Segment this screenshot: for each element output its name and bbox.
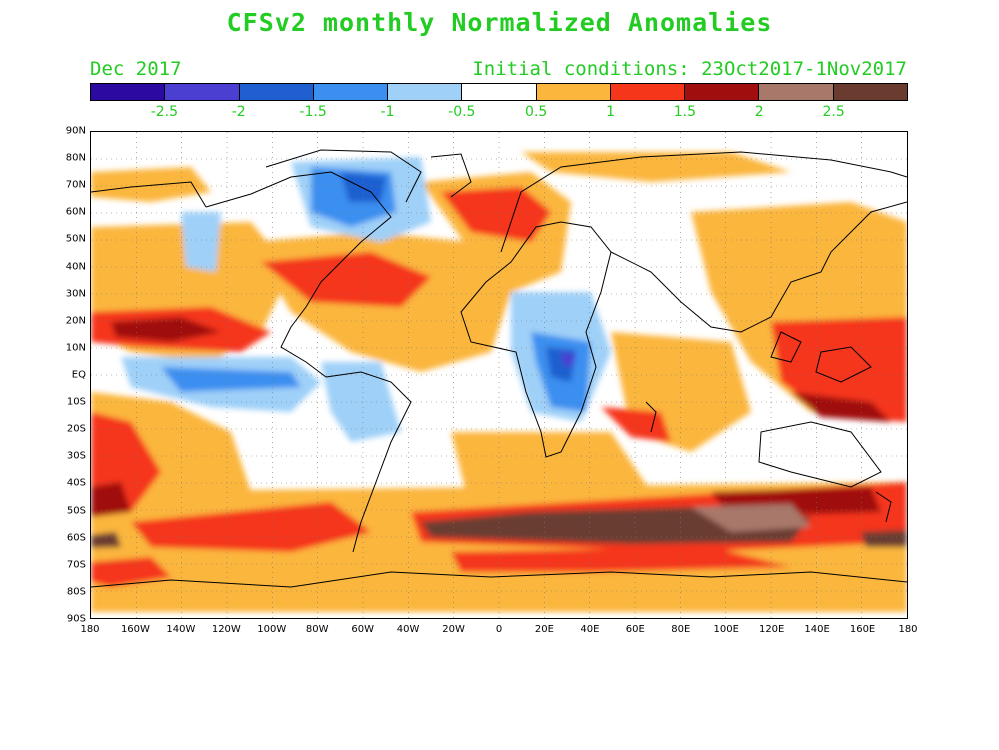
valid-month-label: Dec 2017 [90, 58, 182, 80]
longitude-tick-label: 40W [396, 624, 420, 635]
coastline [645, 401, 657, 433]
longitude-tick-label: 0 [495, 624, 503, 635]
legend-swatch [91, 84, 166, 100]
legend-tick-label: 1.5 [673, 104, 697, 120]
anomaly-region [161, 367, 301, 392]
coastline [91, 571, 907, 588]
longitude-tick-label: 180 [898, 624, 918, 635]
latitude-tick-label: 10N [65, 342, 86, 354]
anomaly-region [131, 502, 371, 552]
anomaly-region [451, 547, 791, 572]
longitude-tick-label: 160E [849, 624, 876, 635]
longitude-tick-label: 100W [257, 624, 287, 635]
map-title: CFSv2 monthly Normalized Anomalies [226, 8, 773, 37]
latitude-tick-label: 70N [65, 179, 86, 191]
latitude-tick-label: 50N [65, 233, 86, 245]
anomaly-region [341, 172, 386, 202]
longitude-tick-label: 120W [211, 624, 241, 635]
anomaly-region [791, 392, 891, 422]
anomaly-region [691, 504, 811, 532]
legend-tick-label: -0.5 [448, 104, 476, 120]
legend-tick-label: -2 [231, 104, 246, 120]
legend-tick-label: 1 [606, 104, 615, 120]
latitude-tick-label: 90N [65, 125, 86, 137]
legend-swatch [239, 84, 314, 100]
latitude-tick-label: 30S [66, 450, 86, 462]
anomaly-region [601, 407, 671, 442]
coastline [205, 171, 392, 378]
legend-swatch [165, 84, 240, 100]
latitude-tick-label: 60S [66, 532, 86, 544]
legend-tick-label: -2.5 [150, 104, 179, 120]
longitude-tick-label: 120E [758, 624, 785, 635]
legend-swatch [536, 84, 611, 100]
legend-tick-label: 2 [754, 104, 764, 120]
legend-tick-label: -1 [380, 104, 395, 120]
latitude-tick-label: 40S [66, 477, 86, 489]
latitude-tick-label: 70S [66, 559, 86, 571]
longitude-tick-label: 60E [625, 624, 645, 635]
latitude-tick-label: 20N [65, 315, 86, 327]
anomaly-region [521, 152, 791, 182]
longitude-tick-label: 80W [305, 624, 329, 635]
anomaly-map [90, 131, 908, 619]
coastline [815, 346, 872, 383]
longitude-tick-label: 80E [671, 624, 691, 635]
anomaly-region [181, 212, 221, 272]
legend-tick-label: -1.5 [299, 104, 327, 120]
anomaly-region [91, 167, 211, 202]
lat-lon-grid [91, 132, 907, 618]
legend-swatch [610, 84, 686, 100]
coastline [460, 221, 612, 458]
latitude-tick-label: 50S [66, 505, 86, 517]
latitude-tick-label: 80S [66, 586, 86, 598]
anomaly-region [561, 352, 576, 367]
latitude-tick-label: 10S [66, 396, 86, 408]
latitude-tick-label: 60N [65, 206, 86, 218]
anomaly-region [261, 252, 431, 307]
legend-swatch [759, 84, 834, 100]
latitude-tick-label: 90S [66, 613, 86, 625]
latitude-tick-label: 30N [65, 288, 86, 300]
longitude-tick-label: 100E [713, 624, 739, 635]
anomaly-region [91, 557, 171, 587]
coastline [500, 151, 907, 253]
longitude-tick-label: 40E [580, 624, 600, 635]
longitude-tick-label: 60W [351, 624, 374, 635]
legend-tick-label: 2.5 [822, 104, 845, 120]
anomaly-region [441, 187, 551, 242]
coastline [875, 491, 892, 523]
anomaly-region [111, 317, 221, 342]
coastlines [91, 149, 907, 588]
legend-swatch [462, 84, 537, 100]
longitude-tick-label: 20E [534, 624, 554, 635]
longitude-tick-label: 20W [442, 624, 465, 635]
latitude-tick-label: 20S [66, 423, 86, 435]
anomaly-region [91, 482, 131, 517]
anomaly-region [861, 530, 907, 547]
coastline [610, 201, 907, 333]
legend-swatch [313, 84, 389, 100]
coastline [325, 371, 412, 553]
longitude-tick-label: 180 [80, 624, 100, 635]
legend-swatch [388, 84, 463, 100]
longitude-tick-label: 160W [120, 624, 150, 635]
coastline [758, 421, 882, 488]
legend-tick-label: 0.5 [525, 104, 548, 120]
coastline [770, 331, 802, 363]
legend-swatch [685, 84, 760, 100]
latitude-tick-label: 80N [65, 152, 86, 164]
longitude-tick-label: 140E [804, 624, 830, 635]
longitude-tick-label: 140W [166, 624, 196, 635]
coastline [430, 153, 472, 198]
anomaly-region [91, 532, 121, 548]
color-legend-bar [90, 83, 908, 101]
latitude-tick-label: EQ [71, 369, 86, 381]
coastline [91, 181, 207, 208]
coastline [265, 149, 422, 203]
initial-conditions-label: Initial conditions: 23Oct2017-1Nov2017 [472, 58, 907, 80]
anomaly-map-svg [91, 132, 907, 618]
latitude-tick-label: 40N [65, 261, 86, 273]
legend-swatch [833, 84, 907, 100]
